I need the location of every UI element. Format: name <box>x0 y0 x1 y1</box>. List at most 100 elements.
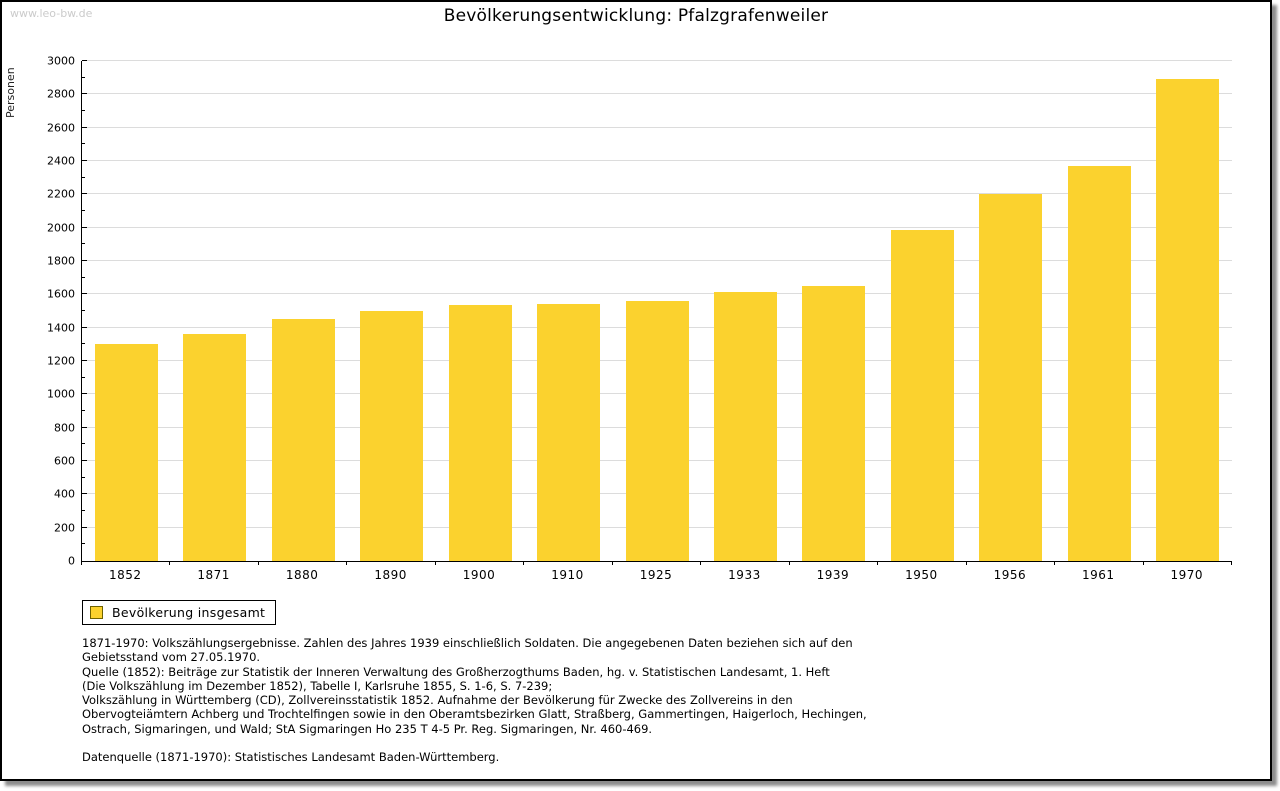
chart-title: Bevölkerungsentwicklung: Pfalzgrafenweil… <box>443 6 829 26</box>
x-tick-label: 1925 <box>639 568 673 582</box>
y-axis-tick <box>82 93 87 95</box>
y-tick-label: 2000 <box>47 221 75 235</box>
bar <box>1156 79 1220 561</box>
y-axis-tick <box>82 360 87 361</box>
bar <box>537 304 601 561</box>
x-tick-label: 1933 <box>728 568 761 582</box>
y-axis-tick <box>82 460 87 461</box>
bar <box>625 301 689 561</box>
bar <box>360 311 424 561</box>
x-axis-tick <box>1231 561 1232 565</box>
y-tick-label: 200 <box>54 521 75 535</box>
y-axis-tick <box>82 260 87 261</box>
y-axis-tick <box>82 60 87 61</box>
y-axis-tick <box>82 176 85 178</box>
x-tick-label: 1970 <box>1170 568 1204 582</box>
gridline <box>82 60 1232 61</box>
x-axis-tick <box>700 561 702 565</box>
y-axis-tick <box>82 210 85 211</box>
footnote-line: Volkszählung in Württemberg (CD), Zollve… <box>82 693 793 708</box>
y-axis-tick <box>82 126 87 128</box>
x-tick-label: 1961 <box>1082 568 1115 582</box>
y-tick-label: 600 <box>54 454 75 468</box>
plot-area: 0 200 400 600 800 1000 1200 1400 1600 1800 2000 220… <box>47 55 1232 568</box>
bar <box>1067 166 1131 561</box>
bar <box>94 344 158 561</box>
x-tick-label: 1950 <box>905 568 938 582</box>
gridline <box>82 293 1232 295</box>
legend-swatch-icon <box>90 606 103 619</box>
gridline <box>82 160 1232 161</box>
footnote-line: Gebietsstand vom 27.05.1970. <box>82 650 261 665</box>
x-tick-label: 1880 <box>285 568 319 582</box>
footnote-line: (Die Volkszählung im Dezember 1852), Tab… <box>82 678 553 693</box>
y-axis-tick <box>82 143 85 145</box>
x-axis-tick <box>965 561 967 565</box>
y-axis-tick <box>82 243 85 245</box>
footnote-line: Ostrach, Sigmaringen, und Wald; StA Sigm… <box>82 721 653 736</box>
footnote-line: Obervogteiämtern Achberg und Trochtelfin… <box>82 707 867 722</box>
x-tick-label: 1890 <box>374 568 407 582</box>
y-tick-label: 0 <box>68 554 75 568</box>
y-axis-tick <box>82 376 85 378</box>
y-axis-tick <box>82 493 87 495</box>
bar <box>890 230 954 561</box>
y-axis-tick <box>82 293 87 295</box>
y-axis-tick <box>82 410 85 411</box>
y-axis-tick <box>82 110 85 111</box>
y-axis-tick <box>82 193 87 195</box>
x-tick-label: 1910 <box>551 568 584 582</box>
legend-label: Bevölkerung insgesamt <box>112 605 266 620</box>
y-axis-tick <box>82 393 87 395</box>
x-axis-tick <box>1054 561 1056 565</box>
x-axis-tick <box>257 561 259 565</box>
y-tick-label: 1000 <box>47 387 75 401</box>
y-axis-tick <box>82 310 85 311</box>
y-tick-label: 3000 <box>47 54 75 68</box>
x-axis-tick <box>611 561 613 565</box>
y-tick-label: 1600 <box>47 287 75 301</box>
gridline <box>82 93 1232 95</box>
gridline <box>82 193 1232 195</box>
y-tick-label: 2400 <box>47 154 75 168</box>
x-tick-label: 1956 <box>993 568 1027 582</box>
y-tick-label: 1400 <box>47 321 75 335</box>
y-axis-tick <box>82 226 87 228</box>
y-tick-label: 1800 <box>47 254 75 268</box>
x-axis-tick <box>877 561 879 565</box>
x-tick-label: 1852 <box>108 568 142 582</box>
bar <box>271 318 335 561</box>
x-tick-label: 1900 <box>462 568 496 582</box>
x-tick-label: 1939 <box>816 568 850 582</box>
watermark: www.leo-bw.de <box>10 7 93 20</box>
y-axis-tick <box>82 510 85 511</box>
y-tick-label: 2200 <box>47 187 75 201</box>
y-axis-tick <box>82 343 85 345</box>
bar <box>713 291 777 561</box>
y-axis-tick <box>82 543 85 545</box>
y-tick-label: 1200 <box>47 354 75 368</box>
footnotes: 1871-1970: Volkszählungsergebnisse. Zahl… <box>82 636 867 764</box>
x-axis-tick <box>1142 561 1144 565</box>
gridline <box>82 260 1232 261</box>
x-axis-tick <box>523 561 525 565</box>
datasource-line: Datenquelle (1871-1970): Statistisches L… <box>82 750 500 765</box>
x-axis-tick <box>434 561 436 565</box>
bar <box>448 305 512 561</box>
x-axis-tick <box>81 561 82 565</box>
y-axis-tick <box>82 476 85 478</box>
gridline <box>82 126 1232 128</box>
x-tick-label: 1871 <box>197 568 230 582</box>
footnote-line: 1871-1970: Volkszählungsergebnisse. Zahl… <box>82 636 853 650</box>
bar <box>979 193 1043 561</box>
legend: Bevölkerung insgesamt <box>82 600 277 625</box>
y-axis-tick <box>82 326 87 328</box>
y-axis-tick <box>82 160 87 161</box>
y-axis-title: Personen <box>4 67 17 119</box>
y-axis-tick <box>82 276 85 278</box>
x-axis-tick <box>169 561 171 565</box>
bar <box>802 286 866 561</box>
y-axis-tick <box>82 426 87 428</box>
y-tick-label: 800 <box>54 421 75 435</box>
